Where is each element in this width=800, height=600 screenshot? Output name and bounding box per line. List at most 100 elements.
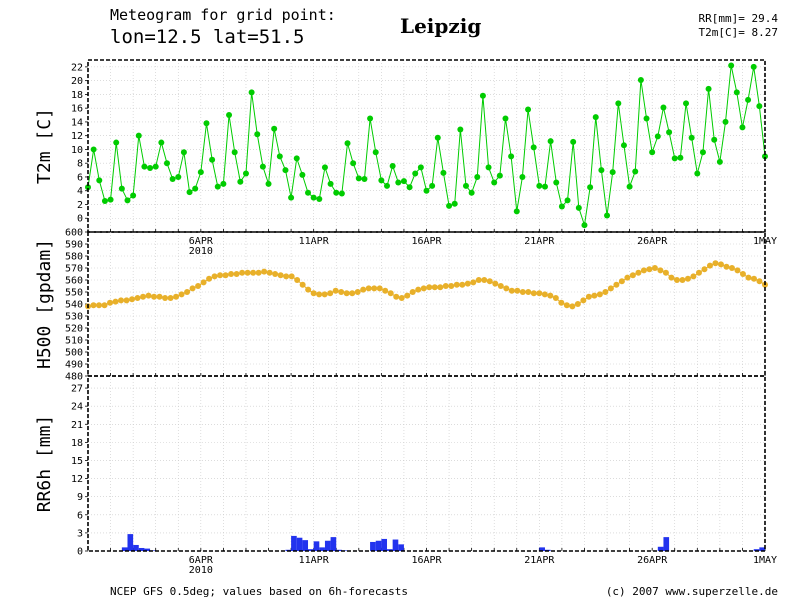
data-point bbox=[231, 149, 238, 156]
data-point bbox=[248, 89, 255, 96]
y-tick-label: 590 bbox=[65, 240, 83, 251]
data-point bbox=[266, 269, 273, 276]
data-point bbox=[118, 185, 125, 192]
data-point bbox=[508, 153, 515, 160]
precip-bar bbox=[398, 544, 404, 551]
data-point bbox=[272, 271, 279, 277]
data-point bbox=[607, 285, 614, 292]
data-point bbox=[305, 189, 312, 196]
data-point bbox=[581, 222, 588, 229]
data-point bbox=[626, 183, 633, 190]
y-tick-label: 480 bbox=[65, 372, 83, 383]
y-tick-label: 8 bbox=[77, 159, 83, 170]
data-point bbox=[283, 273, 290, 280]
data-point bbox=[178, 291, 185, 298]
data-point bbox=[756, 103, 763, 110]
data-point bbox=[470, 279, 477, 286]
y-tick-label: 530 bbox=[65, 312, 83, 323]
data-point bbox=[276, 153, 283, 160]
data-point bbox=[294, 277, 301, 283]
y-tick-label: 4 bbox=[77, 186, 83, 197]
data-point bbox=[203, 120, 210, 127]
data-point bbox=[299, 281, 306, 288]
y-tick-label: 3 bbox=[77, 528, 83, 539]
data-point bbox=[668, 274, 675, 281]
series-line bbox=[87, 262, 766, 307]
data-point bbox=[255, 269, 262, 276]
data-point bbox=[756, 278, 763, 285]
data-point bbox=[508, 287, 515, 294]
precip-bar bbox=[381, 538, 388, 551]
data-point bbox=[591, 292, 598, 299]
header-t2m-mean: T2m[C]= 8.27 bbox=[698, 26, 778, 39]
data-point bbox=[502, 115, 509, 122]
data-point bbox=[431, 284, 438, 291]
data-point bbox=[211, 273, 218, 280]
data-point bbox=[552, 295, 559, 301]
data-point bbox=[536, 290, 543, 297]
data-point bbox=[750, 63, 757, 70]
data-point bbox=[553, 179, 560, 186]
data-point bbox=[530, 290, 537, 297]
data-point bbox=[265, 180, 272, 187]
data-point bbox=[209, 156, 216, 163]
data-point bbox=[637, 76, 644, 83]
data-point bbox=[437, 284, 444, 291]
data-point bbox=[299, 171, 306, 178]
data-point bbox=[378, 177, 385, 184]
panel-frame bbox=[87, 59, 766, 233]
data-point bbox=[564, 197, 571, 204]
data-point bbox=[130, 192, 137, 199]
data-point bbox=[242, 170, 249, 177]
data-point bbox=[107, 299, 114, 306]
data-point bbox=[222, 272, 229, 279]
precip-bar bbox=[336, 549, 342, 551]
data-point bbox=[666, 129, 673, 136]
data-point bbox=[711, 136, 718, 143]
data-point bbox=[338, 289, 345, 295]
data-point bbox=[592, 114, 599, 121]
data-point bbox=[147, 165, 154, 172]
data-point bbox=[541, 291, 548, 298]
y-tick-label: 22 bbox=[71, 62, 83, 73]
data-point bbox=[271, 125, 278, 132]
data-point bbox=[226, 112, 233, 119]
y-tick-label: 18 bbox=[71, 438, 83, 449]
data-point bbox=[426, 284, 433, 291]
data-point bbox=[587, 184, 594, 191]
header-city-name: Leipzig bbox=[400, 14, 482, 38]
y-axis-title: RR6h [mm] bbox=[34, 415, 55, 513]
data-point bbox=[96, 302, 103, 309]
data-point bbox=[596, 291, 603, 298]
data-point bbox=[354, 289, 361, 295]
data-point bbox=[327, 180, 334, 187]
data-point bbox=[688, 134, 695, 141]
data-point bbox=[442, 283, 449, 289]
y-tick-label: 18 bbox=[71, 90, 83, 101]
data-point bbox=[750, 275, 757, 282]
y-tick-label: 580 bbox=[65, 252, 83, 263]
data-point bbox=[574, 301, 581, 307]
x-tick-label: 1MAY bbox=[753, 555, 777, 566]
data-point bbox=[107, 196, 114, 203]
data-point bbox=[519, 173, 526, 180]
data-point bbox=[699, 149, 706, 156]
precip-bar bbox=[753, 549, 760, 551]
precip-bar bbox=[375, 540, 382, 551]
data-point bbox=[371, 285, 378, 292]
precip-bar bbox=[319, 547, 325, 551]
data-point bbox=[395, 179, 402, 186]
x-tick-label: 21APR bbox=[524, 555, 555, 566]
data-point bbox=[609, 169, 616, 176]
data-point bbox=[206, 275, 213, 282]
data-point bbox=[305, 286, 312, 293]
panel-frame bbox=[87, 375, 766, 552]
data-point bbox=[90, 302, 97, 309]
data-point bbox=[451, 200, 458, 207]
data-point bbox=[684, 275, 691, 282]
data-point bbox=[365, 285, 372, 292]
data-point bbox=[497, 283, 504, 289]
data-point bbox=[635, 269, 642, 276]
y-tick-label: 500 bbox=[65, 348, 83, 359]
